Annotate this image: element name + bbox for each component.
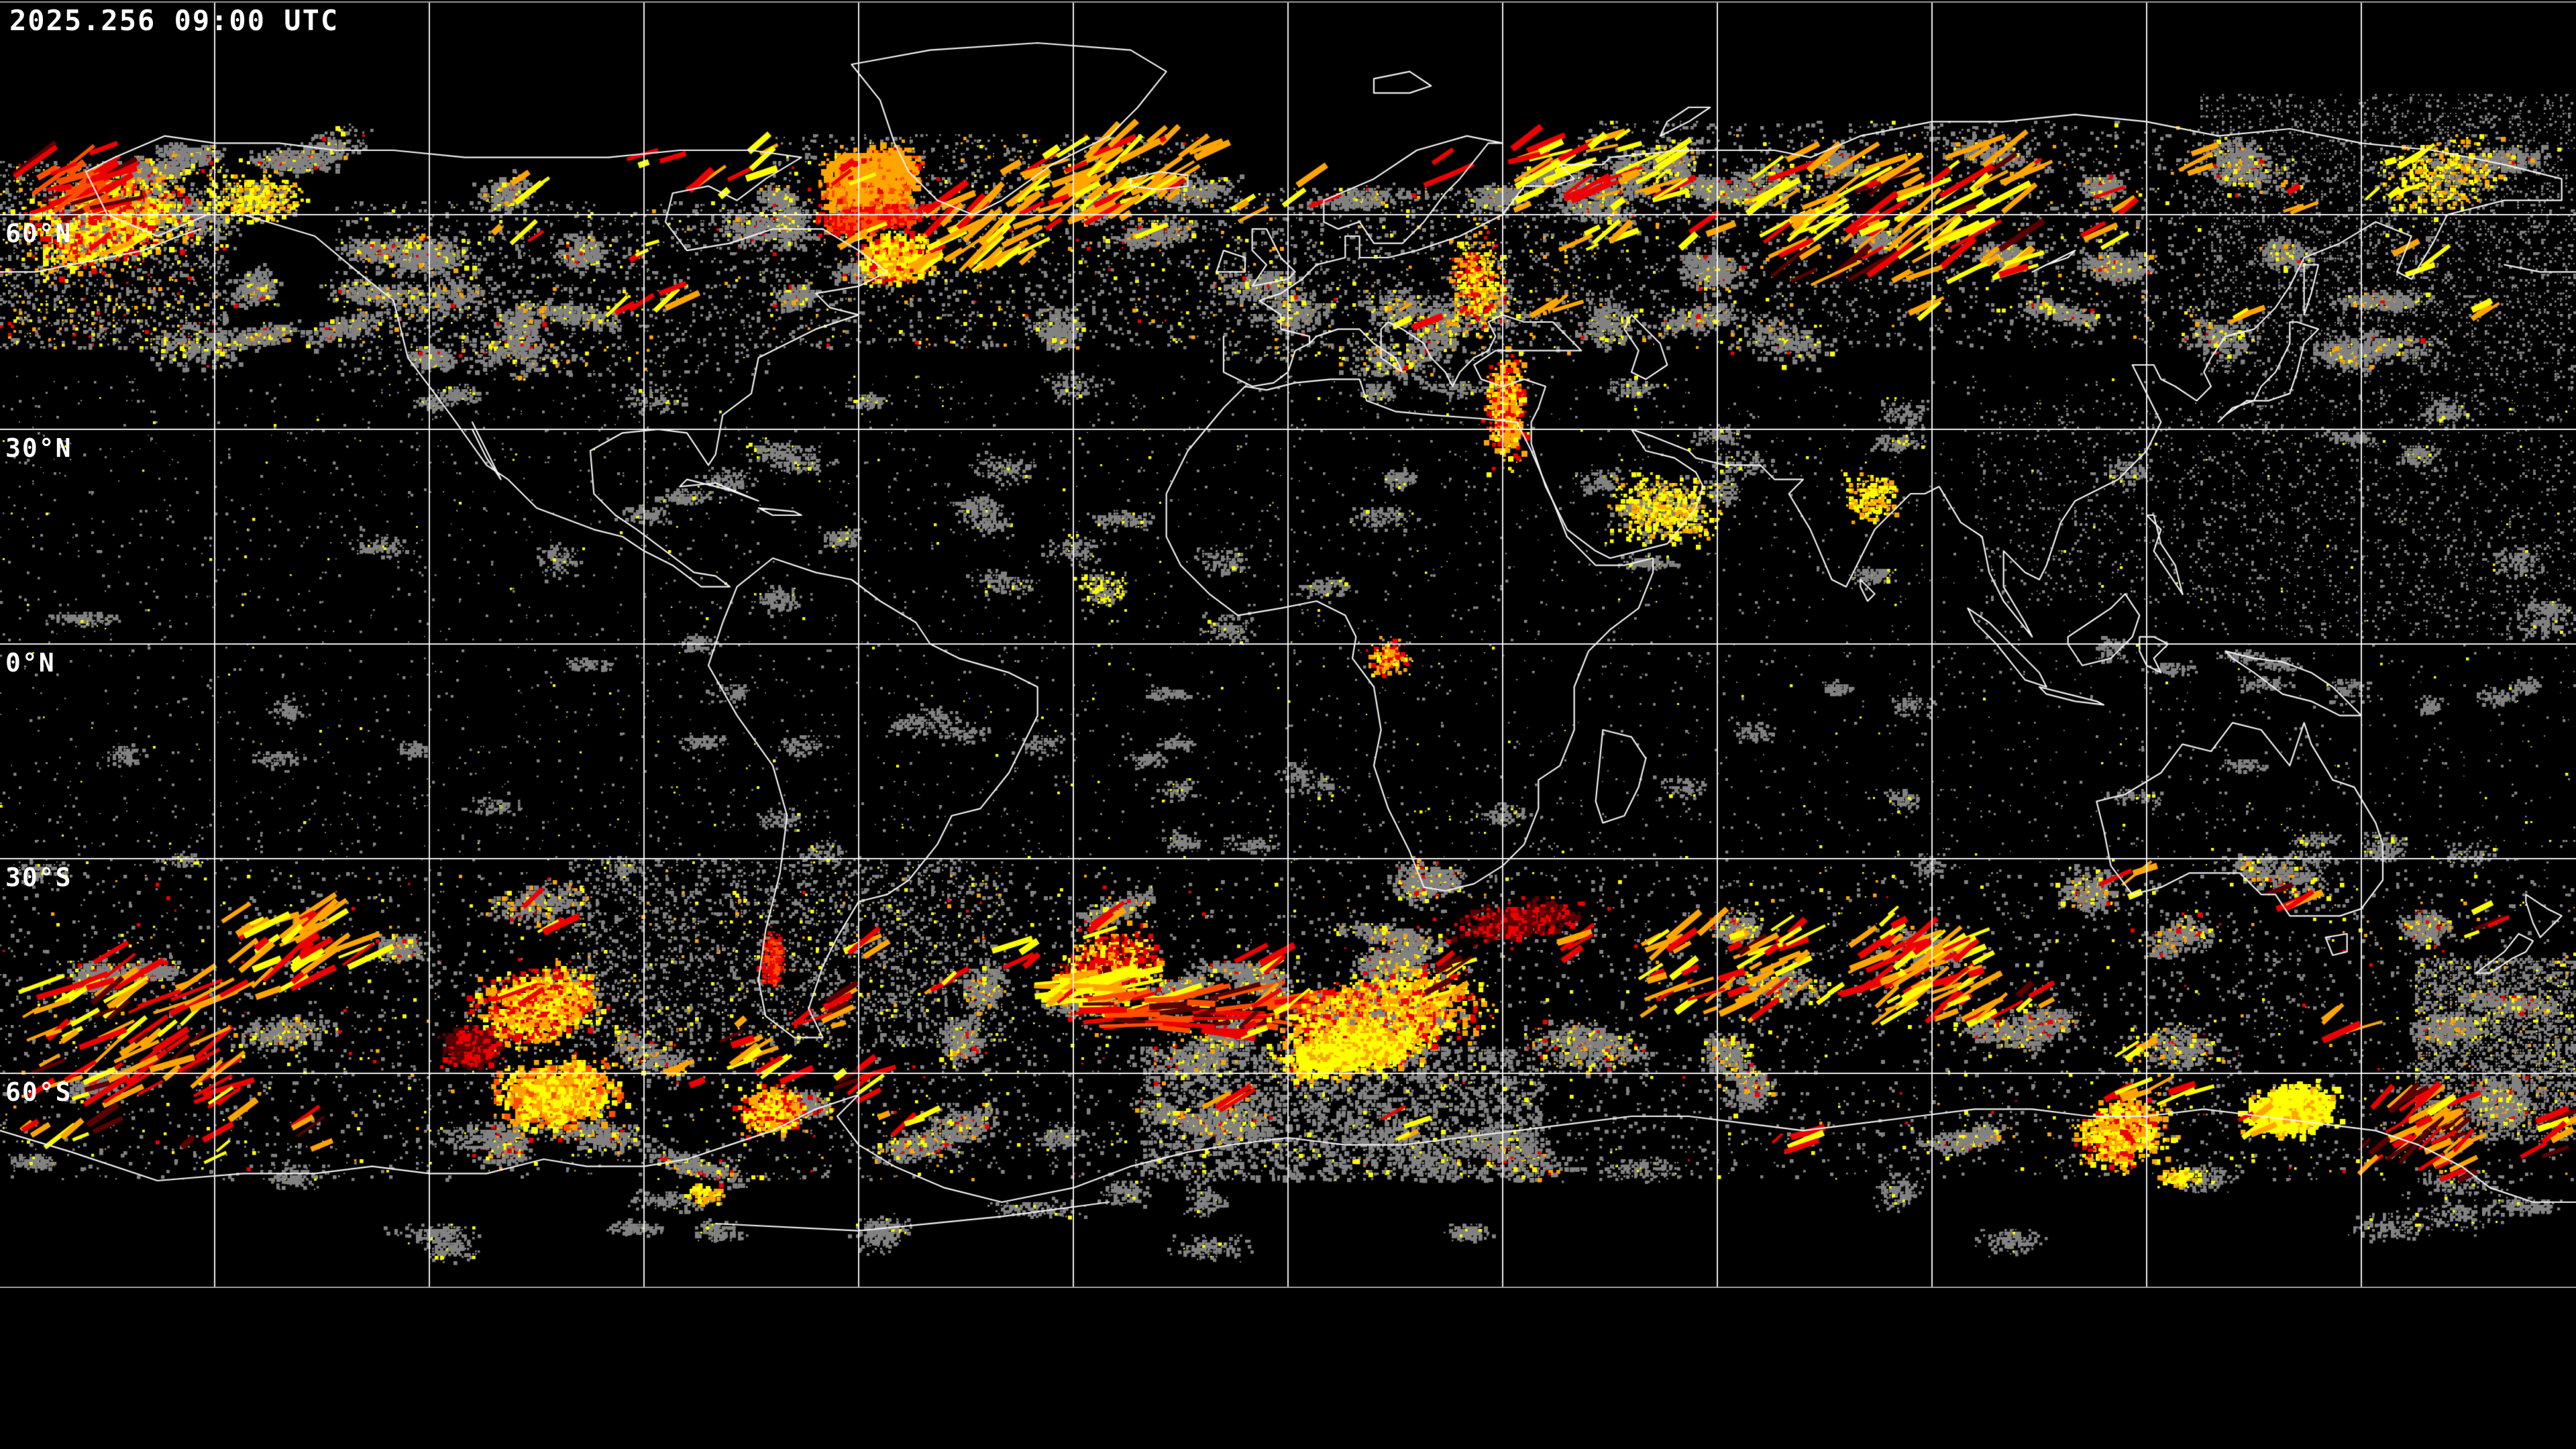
- latitude-label: 30°N: [5, 433, 72, 463]
- latitude-label: 0°N: [5, 648, 56, 678]
- map-canvas: [0, 0, 2576, 1288]
- latitude-label: 60°N: [5, 219, 72, 248]
- latitude-label: 30°S: [5, 863, 72, 892]
- latitude-label: 60°S: [5, 1077, 72, 1107]
- timestamp: 2025.256 09:00 UTC: [9, 4, 339, 37]
- legend-bar: SLW Large Drop Index 13.5-1616-1919-2222…: [0, 1288, 2576, 1449]
